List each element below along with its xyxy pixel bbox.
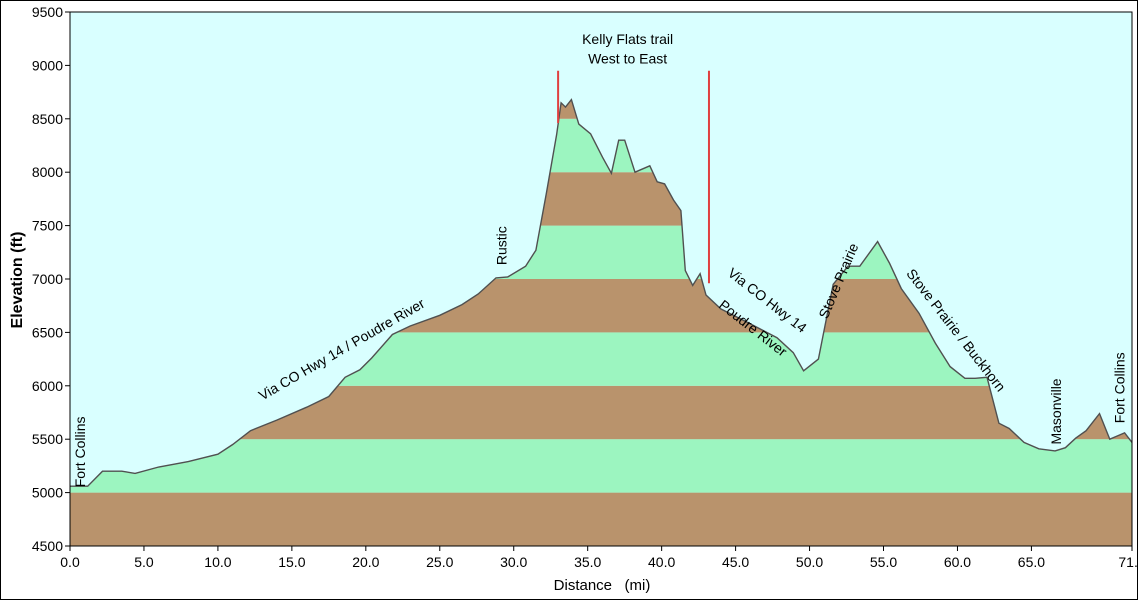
annotation-label: Kelly Flats trail — [582, 31, 673, 47]
elevation-profile-line — [70, 98, 1133, 487]
x-tick-label: 25.0 — [426, 554, 453, 570]
elevation-band — [70, 492, 1132, 546]
y-tick-label: 5000 — [32, 485, 63, 501]
x-tick-label: 0.0 — [60, 554, 80, 570]
x-tick-label: 35.0 — [574, 554, 601, 570]
elevation-band — [70, 439, 1132, 493]
x-tick-label: 15.0 — [278, 554, 305, 570]
annotation-label: Fort Collins — [72, 416, 88, 487]
y-tick-label: 5500 — [32, 431, 63, 447]
x-tick-label: 20.0 — [352, 554, 379, 570]
annotation-label: West to East — [588, 50, 667, 66]
x-tick-label: 65.0 — [1018, 554, 1045, 570]
x-tick-label: 55.0 — [870, 554, 897, 570]
y-tick-label: 9500 — [32, 4, 63, 20]
x-tick-label: 71.8 — [1118, 554, 1138, 570]
x-tick-label: 45.0 — [722, 554, 749, 570]
x-axis-title: Distance (mi) — [554, 577, 651, 594]
x-tick-label: 40.0 — [648, 554, 675, 570]
y-tick-label: 6000 — [32, 378, 63, 394]
y-tick-label: 8500 — [32, 111, 63, 127]
x-tick-label: 30.0 — [500, 554, 527, 570]
y-tick-label: 4500 — [32, 538, 63, 554]
x-tick-label: 10.0 — [204, 554, 231, 570]
annotation-label: Rustic — [493, 226, 509, 265]
y-tick-label: 6500 — [32, 324, 63, 340]
x-tick-label: 5.0 — [134, 554, 154, 570]
y-axis-title: Elevation (ft) — [9, 232, 26, 329]
annotation-label: Masonville — [1048, 378, 1064, 444]
y-tick-label: 8000 — [32, 164, 63, 180]
x-tick-label: 60.0 — [944, 554, 971, 570]
y-tick-label: 9000 — [32, 57, 63, 73]
trail-markers — [557, 70, 710, 284]
y-tick-label: 7500 — [32, 218, 63, 234]
y-axis: 4500 5000 5500 6000 6500 7000 7500 8000 8500 9000… — [32, 4, 70, 554]
x-tick-label: 50.0 — [796, 554, 823, 570]
annotation-label: Fort Collins — [1112, 352, 1128, 423]
x-axis: 0.0 5.0 10.0 15.0 20.0 25.0 30.0 35.0 40.0 45.0 50… — [60, 546, 1138, 570]
y-tick-label: 7000 — [32, 271, 63, 287]
